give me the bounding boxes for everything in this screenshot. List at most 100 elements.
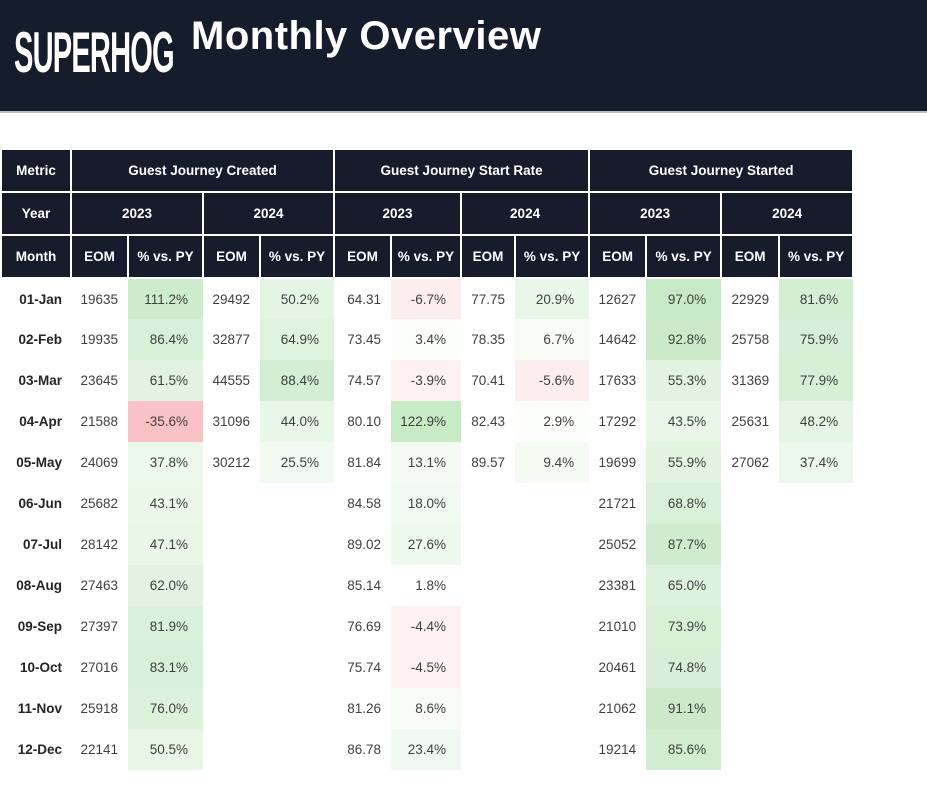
pct-vs-py-column-header[interactable]: % vs. PY: [645, 234, 723, 279]
eom-value-cell[interactable]: 17633: [598, 373, 637, 388]
pct-vs-py-cell[interactable]: [515, 688, 589, 729]
eom-value-cell[interactable]: 21588: [80, 414, 118, 429]
pct-vs-py-cell[interactable]: [515, 483, 589, 524]
eom-value-cell[interactable]: [461, 647, 515, 688]
eom-value-cell[interactable]: 30212: [212, 455, 250, 470]
eom-value-cell[interactable]: 25682: [80, 496, 118, 511]
pct-vs-py-cell[interactable]: 76.0%: [128, 688, 203, 729]
pct-vs-py-cell[interactable]: [515, 729, 589, 770]
pct-vs-py-cell[interactable]: [515, 647, 589, 688]
year-header-2024[interactable]: 2024: [460, 191, 591, 236]
pct-vs-py-cell[interactable]: [515, 606, 589, 647]
eom-column-header[interactable]: EOM: [333, 234, 393, 279]
pct-vs-py-cell[interactable]: [260, 729, 334, 770]
pct-vs-py-cell[interactable]: 50.2%: [260, 278, 335, 319]
group-header-guest-journey-started[interactable]: Guest Journey Started: [588, 148, 855, 193]
eom-value-cell[interactable]: 24069: [80, 455, 118, 470]
pct-vs-py-cell[interactable]: -4.5%: [391, 647, 462, 688]
eom-value-cell[interactable]: 19699: [598, 455, 637, 470]
eom-value-cell[interactable]: 25758: [731, 332, 770, 347]
pct-vs-py-cell[interactable]: 18.0%: [391, 483, 462, 524]
metric-row-label[interactable]: Metric: [0, 148, 72, 193]
eom-value-cell[interactable]: 44555: [212, 373, 250, 388]
eom-value-cell[interactable]: 80.10: [347, 414, 382, 429]
pct-vs-py-cell[interactable]: 88.4%: [260, 360, 335, 401]
pct-vs-py-cell[interactable]: 13.1%: [391, 442, 462, 483]
eom-value-cell[interactable]: 25918: [80, 701, 118, 716]
eom-value-cell[interactable]: 25052: [598, 537, 637, 552]
month-cell[interactable]: 01-Jan: [1, 278, 71, 319]
eom-value-cell[interactable]: [203, 606, 260, 647]
pct-vs-py-cell[interactable]: -4.4%: [391, 606, 462, 647]
eom-value-cell[interactable]: 21721: [598, 496, 637, 511]
month-cell[interactable]: 04-Apr: [1, 401, 71, 442]
eom-value-cell[interactable]: 27062: [731, 455, 770, 470]
eom-value-cell[interactable]: 29492: [212, 291, 250, 307]
eom-value-cell[interactable]: [203, 729, 260, 770]
pct-vs-py-cell[interactable]: 77.9%: [779, 360, 854, 401]
pct-vs-py-column-header[interactable]: % vs. PY: [390, 234, 463, 279]
pct-vs-py-cell[interactable]: [779, 483, 853, 524]
eom-value-cell[interactable]: 27397: [80, 619, 118, 634]
pct-vs-py-cell[interactable]: 81.6%: [779, 278, 854, 319]
pct-vs-py-cell[interactable]: 111.2%: [128, 278, 203, 319]
year-header-2023[interactable]: 2023: [588, 191, 723, 236]
pct-vs-py-cell[interactable]: 68.8%: [646, 483, 722, 524]
eom-value-cell[interactable]: 81.26: [347, 701, 382, 716]
pct-vs-py-column-header[interactable]: % vs. PY: [778, 234, 855, 279]
eom-column-header[interactable]: EOM: [720, 234, 781, 279]
pct-vs-py-cell[interactable]: -3.9%: [391, 360, 462, 401]
eom-value-cell[interactable]: [461, 483, 515, 524]
pct-vs-py-cell[interactable]: 92.8%: [646, 319, 722, 360]
eom-value-cell[interactable]: 82.43: [471, 414, 506, 429]
pct-vs-py-cell[interactable]: [515, 565, 589, 606]
eom-value-cell[interactable]: [461, 729, 515, 770]
eom-value-cell[interactable]: 23381: [598, 578, 637, 593]
pct-vs-py-cell[interactable]: 61.5%: [128, 360, 203, 401]
month-cell[interactable]: 09-Sep: [1, 606, 71, 647]
eom-value-cell[interactable]: 31369: [731, 373, 770, 388]
eom-value-cell[interactable]: 75.74: [347, 660, 382, 675]
eom-value-cell[interactable]: 22141: [80, 742, 118, 757]
eom-value-cell[interactable]: 86.78: [347, 742, 382, 757]
pct-vs-py-cell[interactable]: [260, 688, 334, 729]
eom-value-cell[interactable]: [203, 688, 260, 729]
eom-value-cell[interactable]: [721, 688, 779, 729]
pct-vs-py-cell[interactable]: [260, 647, 334, 688]
pct-vs-py-cell[interactable]: -6.7%: [391, 278, 462, 319]
eom-value-cell[interactable]: [461, 565, 515, 606]
eom-value-cell[interactable]: 74.57: [347, 373, 382, 388]
month-cell[interactable]: 07-Jul: [1, 524, 71, 565]
eom-value-cell[interactable]: 64.31: [347, 291, 382, 307]
eom-value-cell[interactable]: [203, 565, 260, 606]
pct-vs-py-column-header[interactable]: % vs. PY: [258, 234, 336, 279]
pct-vs-py-cell[interactable]: 6.7%: [515, 319, 590, 360]
eom-value-cell[interactable]: 84.58: [347, 496, 382, 511]
eom-value-cell[interactable]: 77.75: [471, 291, 506, 307]
pct-vs-py-cell[interactable]: 25.5%: [260, 442, 335, 483]
eom-value-cell[interactable]: 25631: [731, 414, 770, 429]
pct-vs-py-cell[interactable]: 44.0%: [260, 401, 335, 442]
eom-value-cell[interactable]: [721, 565, 779, 606]
pct-vs-py-cell[interactable]: 37.4%: [779, 442, 854, 483]
eom-value-cell[interactable]: 19635: [80, 291, 118, 307]
pct-vs-py-cell[interactable]: 86.4%: [128, 319, 203, 360]
eom-value-cell[interactable]: 89.57: [471, 455, 506, 470]
month-cell[interactable]: 10-Oct: [1, 647, 71, 688]
eom-value-cell[interactable]: 23645: [80, 373, 118, 388]
eom-value-cell[interactable]: [721, 647, 779, 688]
pct-vs-py-cell[interactable]: [260, 606, 334, 647]
month-cell[interactable]: 11-Nov: [1, 688, 71, 729]
eom-value-cell[interactable]: 76.69: [347, 619, 382, 634]
pct-vs-py-cell[interactable]: [779, 647, 853, 688]
month-cell[interactable]: 03-Mar: [1, 360, 71, 401]
pct-vs-py-cell[interactable]: 9.4%: [515, 442, 590, 483]
eom-value-cell[interactable]: 20461: [598, 660, 637, 675]
pct-vs-py-cell[interactable]: 20.9%: [515, 278, 590, 319]
pct-vs-py-column-header[interactable]: % vs. PY: [514, 234, 591, 279]
eom-value-cell[interactable]: 73.45: [347, 332, 382, 347]
eom-value-cell[interactable]: [721, 606, 779, 647]
month-cell[interactable]: 08-Aug: [1, 565, 71, 606]
eom-value-cell[interactable]: 85.14: [347, 578, 382, 593]
pct-vs-py-cell[interactable]: 81.9%: [128, 606, 203, 647]
